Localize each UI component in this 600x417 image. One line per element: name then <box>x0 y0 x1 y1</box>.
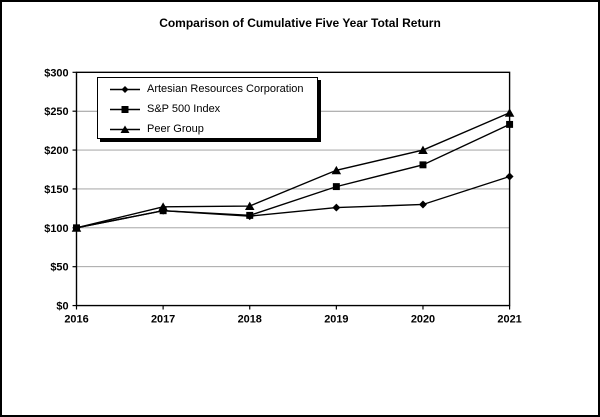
data-point-marker-diamond <box>419 200 427 209</box>
series-line-s-p-500-index <box>76 123 510 229</box>
x-axis-tick-label: 2020 <box>411 313 435 325</box>
x-axis-tick-label: 2021 <box>497 313 521 325</box>
data-point-marker-triangle <box>504 108 515 117</box>
chart-title: Comparison of Cumulative Five Year Total… <box>159 16 441 30</box>
data-point-marker-square <box>332 183 340 191</box>
square-marker-icon <box>110 105 140 113</box>
legend-label: Artesian Resources Corporation <box>147 83 304 95</box>
series-line-artesian-resources-corporation <box>76 175 510 229</box>
data-point-marker-triangle <box>331 165 342 175</box>
data-point-marker-square <box>506 120 514 128</box>
legend-label: Peer Group <box>147 123 204 135</box>
data-point-marker-diamond <box>505 172 514 181</box>
x-axis-tick-label: 2017 <box>151 313 175 325</box>
data-point-marker-triangle <box>71 223 82 232</box>
y-axis-tick-label: $150 <box>44 184 68 196</box>
y-axis-tick-label: $300 <box>44 67 68 79</box>
data-point-marker-triangle <box>418 145 428 155</box>
series-line-peer-group <box>76 112 510 229</box>
diamond-glyph <box>121 85 129 93</box>
x-axis-tick-label: 2016 <box>64 313 88 325</box>
y-axis-tick-label: $200 <box>44 145 68 157</box>
triangle-marker-icon <box>110 125 140 133</box>
data-point-marker-triangle <box>158 202 168 211</box>
y-axis-tick-label: $50 <box>50 262 68 274</box>
data-point-marker-diamond <box>332 203 341 212</box>
y-axis-tick-label: $250 <box>44 106 68 118</box>
legend-item-sp500: S&P 500 Index <box>110 99 317 119</box>
data-point-marker-triangle <box>244 201 255 211</box>
y-axis-tick-label: $0 <box>56 301 68 313</box>
square-glyph <box>121 105 129 113</box>
legend-item-artesian: Artesian Resources Corporation <box>110 79 317 99</box>
y-axis-tick-label: $100 <box>44 223 68 235</box>
triangle-glyph <box>120 125 130 133</box>
data-point-marker-square <box>419 161 427 169</box>
x-axis-tick-label: 2018 <box>238 313 262 325</box>
legend-item-peer-group: Peer Group <box>110 119 317 139</box>
x-axis-tick-label: 2019 <box>324 313 348 325</box>
data-point-marker-square <box>246 211 254 219</box>
diamond-marker-icon <box>110 85 140 93</box>
legend-label: S&P 500 Index <box>147 103 221 115</box>
chart-legend: Artesian Resources Corporation S&P 500 I… <box>97 77 318 139</box>
